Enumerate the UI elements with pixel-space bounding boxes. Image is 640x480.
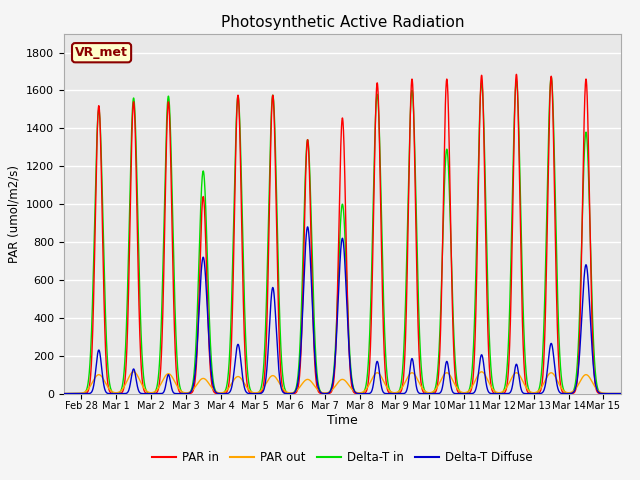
Legend: PAR in, PAR out, Delta-T in, Delta-T Diffuse: PAR in, PAR out, Delta-T in, Delta-T Dif… — [147, 446, 538, 469]
Y-axis label: PAR (umol/m2/s): PAR (umol/m2/s) — [8, 165, 20, 263]
Title: Photosynthetic Active Radiation: Photosynthetic Active Radiation — [221, 15, 464, 30]
X-axis label: Time: Time — [327, 414, 358, 427]
Text: VR_met: VR_met — [75, 46, 128, 59]
